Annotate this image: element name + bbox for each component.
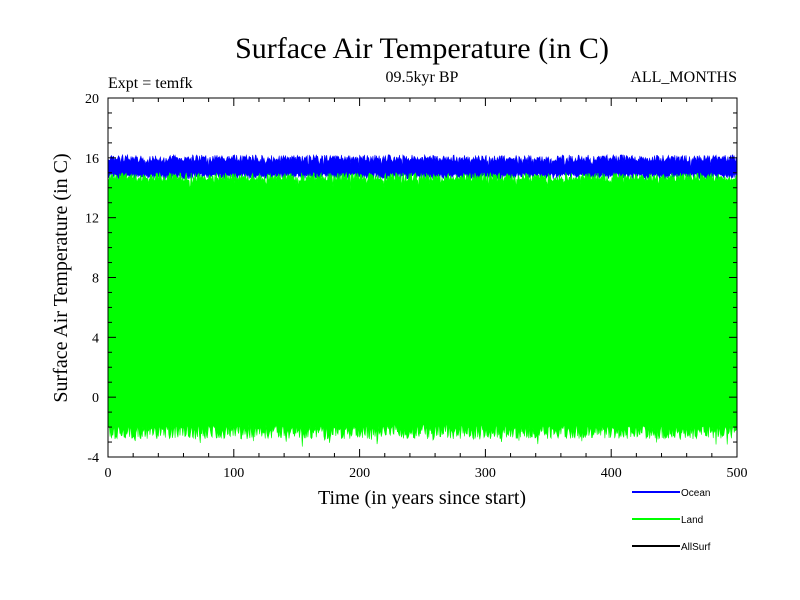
legend: Ocean Land AllSurf — [632, 488, 711, 553]
series-land — [107, 171, 738, 447]
x-tick-label: 500 — [727, 466, 748, 481]
y-axis-label: Surface Air Temperature (in C) — [50, 153, 72, 402]
period-label: 09.5kyr BP — [386, 69, 459, 86]
y-tick-label: 0 — [92, 391, 99, 406]
months-label: ALL_MONTHS — [630, 69, 737, 86]
tick-label-layer: 0 100 200 300 400 500 -4 0 4 8 12 16 20 — [85, 92, 748, 481]
series-layer — [107, 153, 738, 447]
x-axis-label: Time (in years since start) — [318, 487, 526, 509]
y-tick-label: 8 — [92, 272, 99, 287]
axis-layer — [107, 97, 738, 458]
chart-title: Surface Air Temperature (in C) — [235, 32, 609, 65]
x-tick-label: 300 — [475, 466, 496, 481]
legend-label-land: Land — [681, 515, 703, 526]
y-tick-label: 4 — [92, 331, 99, 346]
y-tick-label: 12 — [85, 212, 99, 227]
y-tick-label: -4 — [87, 451, 99, 466]
x-tick-label: 400 — [601, 466, 622, 481]
legend-label-ocean: Ocean — [681, 488, 710, 499]
y-tick-label: 16 — [85, 152, 99, 167]
x-tick-label: 200 — [349, 466, 370, 481]
x-tick-label: 100 — [223, 466, 244, 481]
legend-label-allsurf: AllSurf — [681, 542, 711, 553]
experiment-label: Expt = temfk — [108, 75, 193, 92]
x-tick-label: 0 — [105, 466, 112, 481]
y-tick-label: 20 — [85, 92, 99, 107]
